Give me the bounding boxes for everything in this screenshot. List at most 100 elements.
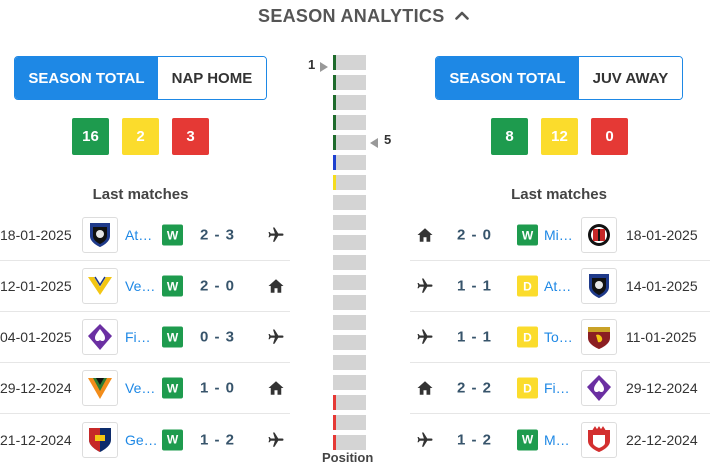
right-match-row[interactable]: 1 - 2 W M… 22-12-2024: [410, 414, 710, 465]
result-badge: W: [517, 224, 538, 246]
left-wdl-summary: 16 2 3: [72, 118, 222, 155]
position-caption: Position: [322, 450, 374, 465]
position-cell: [333, 335, 366, 350]
position-cell: [333, 235, 366, 250]
right-match-row[interactable]: 1 - 1 D To… 11-01-2025: [410, 312, 710, 363]
venezia-logo: [82, 370, 118, 406]
zone-marker: [333, 435, 336, 450]
result-badge: W: [162, 377, 183, 399]
away-position-label: 5: [384, 132, 392, 147]
left-season-total-tab[interactable]: SEASON TOTAL: [15, 57, 158, 99]
right-match-row[interactable]: 2 - 2 D Fi… 29-12-2024: [410, 363, 710, 414]
match-date: 18-01-2025: [0, 227, 72, 243]
opponent-name[interactable]: Ve…: [125, 278, 156, 294]
position-cell: [333, 375, 366, 390]
zone-marker: [333, 135, 336, 150]
position-cell: [333, 295, 366, 310]
zone-marker: [333, 115, 336, 130]
fiorentina-logo: [82, 319, 118, 355]
match-date: 14-01-2025: [626, 278, 698, 294]
position-cell: [333, 215, 366, 230]
right-draws-badge: 12: [541, 118, 578, 155]
opponent-name[interactable]: To…: [544, 329, 573, 345]
match-date: 29-12-2024: [0, 380, 72, 396]
plane-icon: [267, 328, 285, 346]
match-score: 0 - 3: [200, 328, 236, 346]
left-wins-badge: 16: [72, 118, 109, 155]
left-nap-home-tab[interactable]: NAP HOME: [157, 57, 266, 99]
right-match-row[interactable]: 1 - 1 D At… 14-01-2025: [410, 261, 710, 312]
opponent-name[interactable]: M…: [544, 431, 570, 448]
genoa-logo: [82, 421, 118, 458]
position-cell: [333, 415, 366, 430]
position-pointer-icon: [370, 135, 378, 153]
home-icon: [267, 379, 285, 397]
match-score: 2 - 0: [457, 226, 493, 244]
match-score: 2 - 3: [200, 226, 236, 244]
position-cell: [333, 355, 366, 370]
left-match-row[interactable]: 29-12-2024 Ve… W 1 - 0: [0, 363, 290, 414]
fiorentina-logo: [581, 370, 617, 406]
position-cell: [333, 435, 366, 450]
position-cell: [333, 115, 366, 130]
opponent-name[interactable]: Fi…: [125, 329, 151, 345]
plane-icon: [416, 277, 434, 295]
opponent-name[interactable]: Mi…: [544, 227, 573, 243]
match-date: 11-01-2025: [626, 329, 697, 345]
match-date: 21-12-2024: [0, 431, 72, 448]
zone-marker: [333, 55, 336, 70]
left-stats-toggle: SEASON TOTAL NAP HOME: [14, 56, 267, 100]
zone-marker: [333, 175, 336, 190]
section-header[interactable]: SEASON ANALYTICS: [0, 6, 727, 27]
position-cell: [333, 135, 366, 150]
torino-logo: [581, 319, 617, 355]
match-date: 12-01-2025: [0, 278, 72, 294]
home-icon: [416, 226, 434, 244]
position-cell: [333, 395, 366, 410]
plane-icon: [416, 328, 434, 346]
right-wdl-summary: 8 12 0: [491, 118, 641, 155]
right-juv-away-tab[interactable]: JUV AWAY: [578, 57, 682, 99]
home-position-label: 1: [308, 57, 316, 72]
opponent-name[interactable]: Ve…: [125, 380, 156, 396]
match-date: 04-01-2025: [0, 329, 72, 345]
right-match-list: 2 - 0 W Mi… 18-01-2025 1 - 1 D At… 14-01…: [410, 210, 710, 465]
result-badge: W: [162, 275, 183, 297]
zone-marker: [333, 395, 336, 410]
match-score: 1 - 0: [200, 379, 236, 397]
section-title: SEASON ANALYTICS: [258, 6, 445, 26]
position-cell: [333, 175, 366, 190]
chevron-up-icon[interactable]: [455, 7, 469, 25]
zone-marker: [333, 155, 336, 170]
position-cell: [333, 95, 366, 110]
right-stats-toggle: SEASON TOTAL JUV AWAY: [435, 56, 683, 100]
left-match-row[interactable]: 04-01-2025 Fi… W 0 - 3: [0, 312, 290, 363]
result-badge: W: [517, 429, 538, 450]
result-badge: D: [517, 377, 538, 399]
match-score: 2 - 0: [200, 277, 236, 295]
result-badge: D: [517, 326, 538, 348]
monza-logo: [581, 421, 617, 458]
left-draws-badge: 2: [122, 118, 159, 155]
opponent-name[interactable]: Ge…: [125, 431, 158, 448]
zone-marker: [333, 75, 336, 90]
left-match-row[interactable]: 12-01-2025 Ve… W 2 - 0: [0, 261, 290, 312]
result-badge: W: [162, 326, 183, 348]
position-cell: [333, 155, 366, 170]
milan-logo: [581, 217, 617, 253]
right-season-total-tab[interactable]: SEASON TOTAL: [436, 57, 579, 99]
match-date: 22-12-2024: [626, 431, 698, 448]
left-match-list: 18-01-2025 At… W 2 - 3 12-01-2025 Ve… W …: [0, 210, 290, 465]
opponent-name[interactable]: At…: [544, 278, 572, 294]
left-losses-badge: 3: [172, 118, 209, 155]
match-date: 18-01-2025: [626, 227, 698, 243]
right-match-row[interactable]: 2 - 0 W Mi… 18-01-2025: [410, 210, 710, 261]
left-match-row[interactable]: 21-12-2024 Ge… W 1 - 2: [0, 414, 290, 465]
match-score: 1 - 1: [457, 328, 493, 346]
opponent-name[interactable]: Fi…: [544, 380, 570, 396]
match-date: 29-12-2024: [626, 380, 698, 396]
position-cell: [333, 255, 366, 270]
home-icon: [416, 379, 434, 397]
opponent-name[interactable]: At…: [125, 227, 153, 243]
left-match-row[interactable]: 18-01-2025 At… W 2 - 3: [0, 210, 290, 261]
